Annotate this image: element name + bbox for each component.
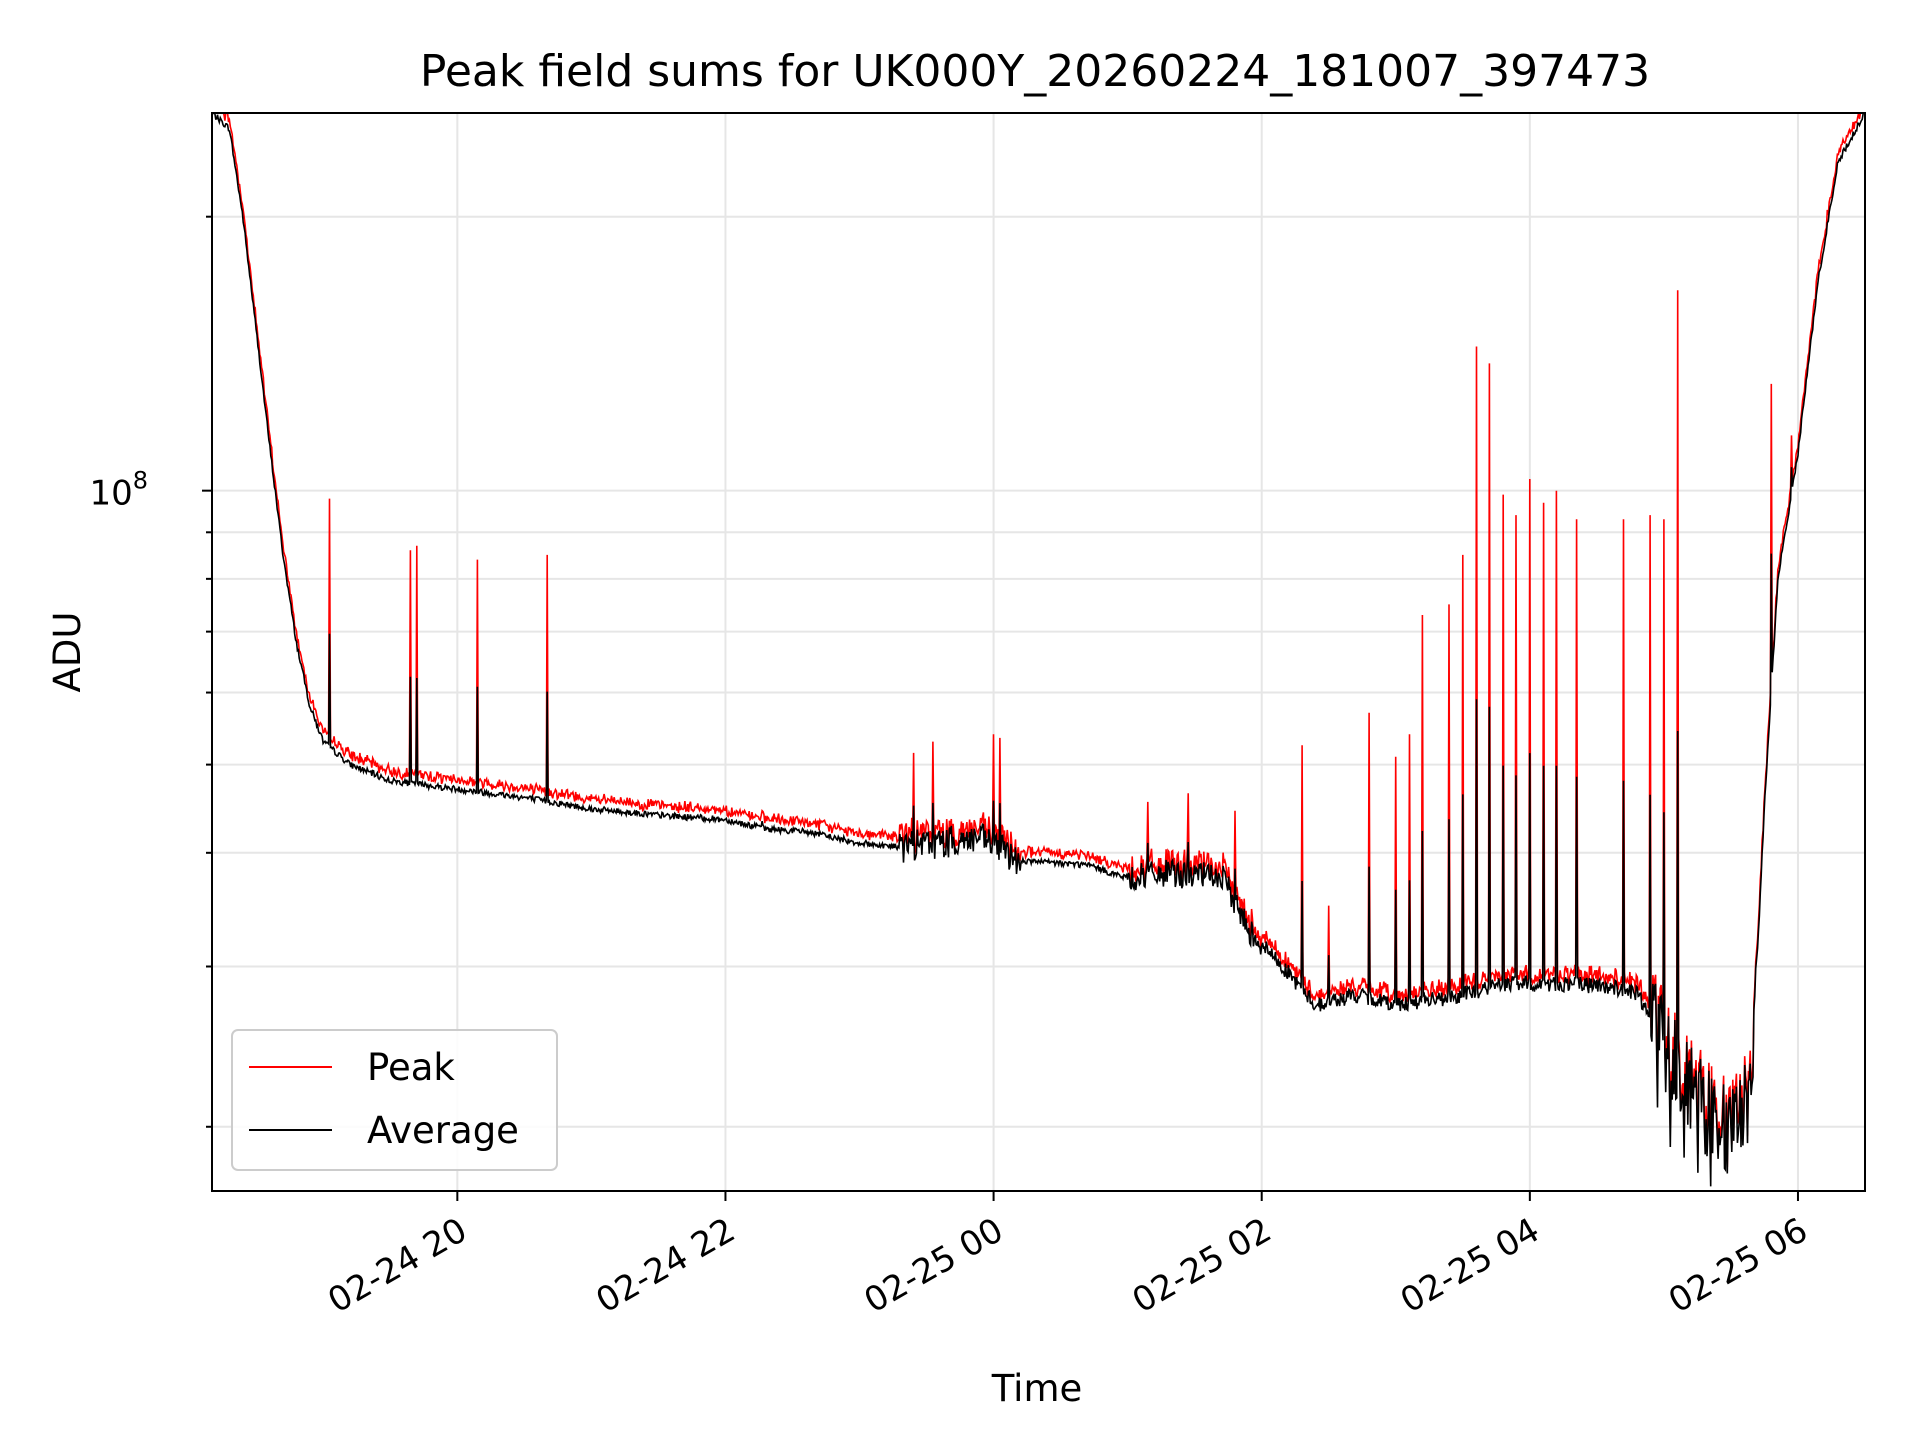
legend-box xyxy=(231,1029,558,1171)
y-tick-label: 108 xyxy=(89,467,148,514)
y-axis: 108 xyxy=(89,215,212,1128)
legend: Peak Average xyxy=(231,1029,558,1171)
series-line-average xyxy=(211,111,1865,1187)
y-axis-label: ADU xyxy=(46,612,89,693)
plot-area xyxy=(211,111,1865,1187)
legend-label-average: Average xyxy=(367,1109,519,1152)
chart-title: Peak field sums for UK000Y_20260224_1810… xyxy=(420,46,1650,97)
axes-frame xyxy=(211,112,1866,1192)
x-axis-label: Time xyxy=(991,1367,1083,1410)
series-line-peak xyxy=(212,112,1865,1168)
legend-label-peak: Peak xyxy=(367,1046,455,1089)
